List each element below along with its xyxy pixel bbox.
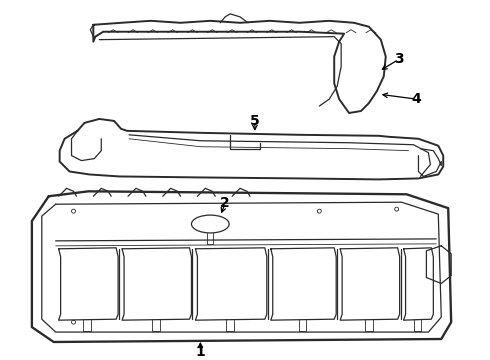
Text: 4: 4 xyxy=(412,92,421,106)
Text: 5: 5 xyxy=(250,114,260,128)
Text: 1: 1 xyxy=(196,345,205,359)
Text: 2: 2 xyxy=(220,196,230,210)
Text: 3: 3 xyxy=(394,53,403,67)
